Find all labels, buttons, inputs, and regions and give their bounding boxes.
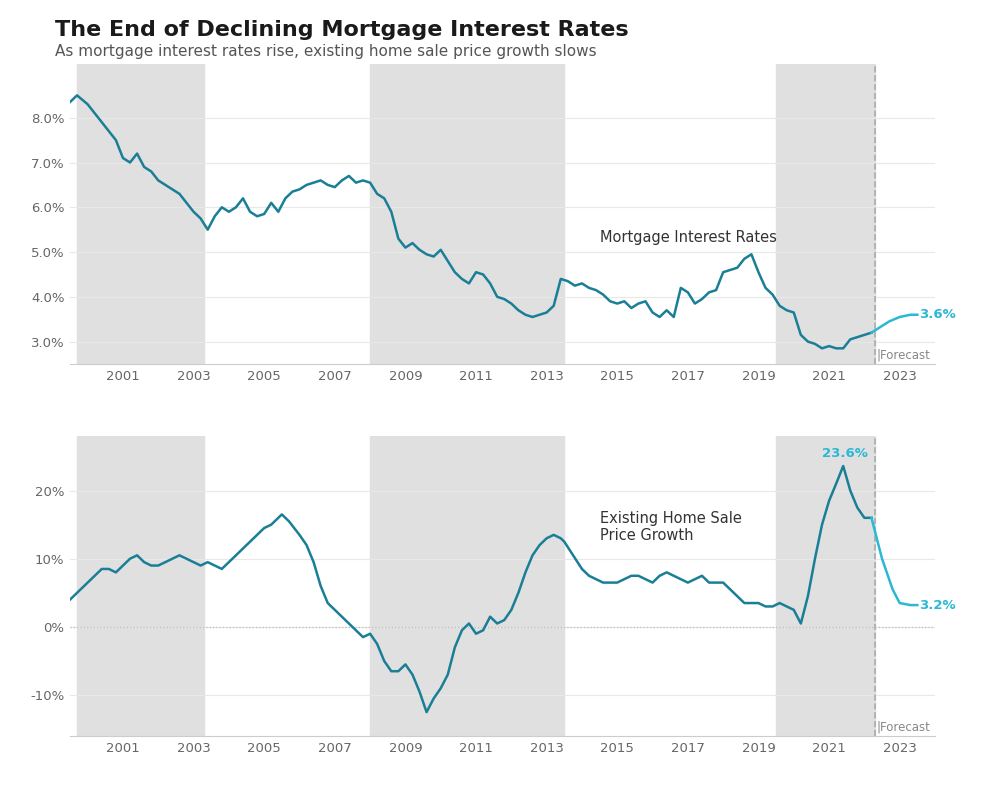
Text: Mortgage Interest Rates: Mortgage Interest Rates: [600, 230, 776, 245]
Text: |Forecast: |Forecast: [877, 349, 931, 362]
Text: As mortgage interest rates rise, existing home sale price growth slows: As mortgage interest rates rise, existin…: [55, 44, 597, 59]
Bar: [370, 64, 564, 364]
Text: 3.2%: 3.2%: [919, 598, 956, 611]
Bar: [77, 436, 204, 736]
Text: 23.6%: 23.6%: [822, 447, 868, 460]
Text: Existing Home Sale
Price Growth: Existing Home Sale Price Growth: [600, 511, 741, 543]
Bar: [776, 436, 875, 736]
Bar: [77, 64, 204, 364]
Bar: [776, 64, 875, 364]
Text: 3.6%: 3.6%: [919, 308, 956, 322]
Text: |Forecast: |Forecast: [877, 721, 931, 734]
Bar: [370, 436, 564, 736]
Text: The End of Declining Mortgage Interest Rates: The End of Declining Mortgage Interest R…: [55, 20, 629, 40]
